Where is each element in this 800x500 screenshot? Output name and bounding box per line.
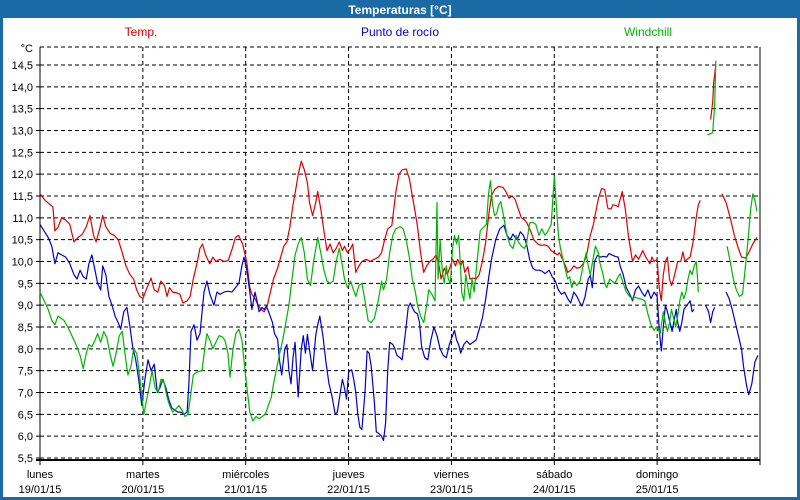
x-axis-day-label: lunes	[27, 469, 54, 481]
series-line	[39, 175, 699, 422]
x-axis-date-label: 22/01/15	[327, 484, 370, 496]
x-axis-date-label: 21/01/15	[224, 484, 267, 496]
series-line	[704, 304, 716, 324]
y-axis-tick-label: 11,0	[12, 213, 33, 225]
y-axis-tick-label: 11,5	[12, 191, 33, 203]
x-axis-day-label: martes	[126, 469, 160, 481]
y-axis-tick-label: 12,0	[12, 169, 33, 181]
x-axis-date-label: 23/01/15	[430, 484, 473, 496]
series-line	[710, 64, 717, 120]
y-axis-tick-label: 7,0	[18, 388, 33, 400]
y-axis-tick-label: 8,5	[18, 322, 33, 334]
x-axis-day-label: domingo	[636, 469, 678, 481]
y-axis-tick-label: 13,0	[12, 126, 33, 138]
legend-item-dewpoint: Punto de rocío	[360, 25, 440, 39]
legend-item-temp: Temp.	[124, 25, 158, 39]
series-line	[721, 193, 758, 259]
x-axis-date-label: 20/01/15	[121, 484, 164, 496]
x-axis-day-label: viernes	[434, 469, 470, 481]
y-axis-tick-label: 14,0	[12, 82, 33, 94]
series-line	[39, 160, 701, 313]
y-axis-tick-label: 10,0	[12, 257, 33, 269]
y-axis-tick-label: 5,5	[18, 453, 33, 465]
series-line	[707, 60, 717, 136]
y-axis-tick-label: 8,0	[18, 344, 33, 356]
y-axis-tick-label: 6,5	[18, 409, 33, 421]
temperature-chart: 5,5 6,0 6,5 7,0 7,5 8,0 8,5 9,0 9,5 10,0 10,5 11,0 1…	[12, 43, 761, 496]
series-line	[726, 193, 758, 297]
x-axis-day-label: sábado	[536, 469, 572, 481]
series-line	[39, 224, 695, 442]
y-axis-tick-label: 7,5	[18, 366, 33, 378]
y-axis-tick-label: 12,5	[12, 147, 33, 159]
y-axis-tick-label: 10,5	[12, 235, 33, 247]
x-axis-date-label: 19/01/15	[19, 484, 62, 496]
y-axis-tick-label: 14,5	[12, 60, 33, 72]
y-axis-tick-label: 9,0	[18, 300, 33, 312]
x-axis-date-label: 25/01/15	[636, 484, 679, 496]
y-axis-tick-label: 6,0	[18, 431, 33, 443]
series-line	[725, 291, 759, 396]
y-axis-tick-label: 9,5	[18, 278, 33, 290]
x-axis-day-label: miércoles	[222, 469, 270, 481]
y-axis-unit-label: °C	[21, 43, 33, 55]
y-axis-tick-label: 13,5	[12, 104, 33, 116]
page-title: Temperaturas [°C]	[348, 3, 452, 17]
x-axis-day-label: jueves	[332, 469, 365, 481]
x-axis-date-label: 24/01/15	[533, 484, 576, 496]
legend-item-windchill: Windchill	[623, 25, 673, 39]
title-bar: Temperaturas [°C]	[3, 3, 797, 18]
